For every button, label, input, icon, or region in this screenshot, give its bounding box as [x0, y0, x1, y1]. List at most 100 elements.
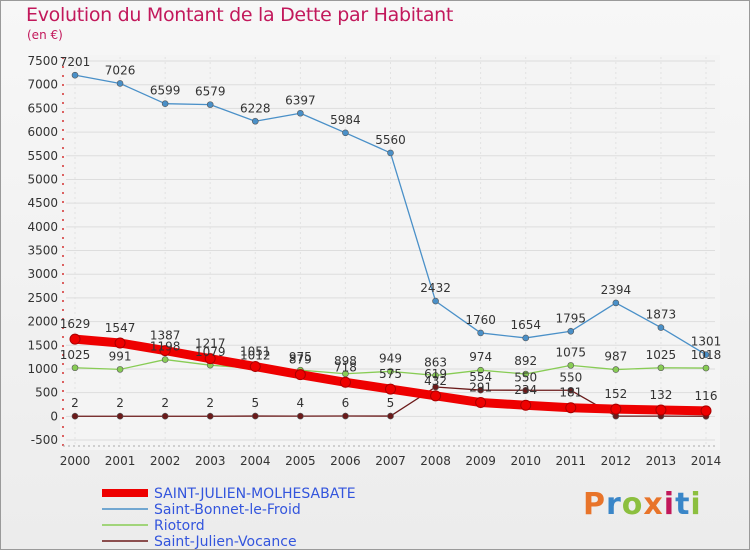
data-label-riotord: 892 — [514, 354, 537, 368]
x-tick-label: 2001 — [105, 454, 136, 468]
logo-letter: o — [621, 487, 644, 522]
data-label-saint-julien-molhesabate: 152 — [604, 387, 627, 401]
data-point-saint-bonnet-le-froid — [251, 117, 259, 125]
data-point-saint-julien-molhesabate — [430, 390, 442, 402]
data-point-saint-julien-molhesabate — [520, 399, 532, 411]
data-point-saint-bonnet-le-froid — [206, 101, 214, 108]
x-tick-label: 2014 — [691, 454, 722, 468]
y-tick-label: 5500 — [27, 149, 58, 163]
x-tick-label: 2002 — [150, 454, 181, 468]
data-point-riotord — [342, 370, 349, 378]
data-point-saint-julien-vocance — [161, 412, 169, 420]
x-tick-label: 2007 — [375, 454, 406, 468]
y-tick-label: 500 — [35, 386, 58, 400]
series-layer — [69, 71, 712, 420]
data-point-riotord — [702, 364, 710, 372]
data-label-riotord: 1198 — [150, 340, 181, 354]
data-point-riotord — [567, 362, 575, 369]
data-label-saint-bonnet-le-froid: 2394 — [601, 283, 632, 297]
data-label-saint-julien-vocance: 2 — [206, 396, 214, 410]
data-point-saint-julien-molhesabate — [475, 397, 487, 409]
data-label-saint-julien-molhesabate: 879 — [289, 353, 312, 367]
data-point-saint-bonnet-le-froid — [342, 129, 349, 137]
data-label-saint-julien-vocance: 5 — [387, 396, 395, 410]
x-tick-label: 2004 — [240, 454, 271, 468]
data-label-saint-bonnet-le-froid: 1873 — [646, 308, 677, 322]
y-tick-label: 4000 — [27, 220, 58, 234]
data-point-saint-bonnet-le-froid — [161, 100, 169, 107]
data-point-saint-julien-molhesabate — [339, 376, 351, 388]
data-label-saint-bonnet-le-froid: 6579 — [195, 85, 226, 99]
data-label-saint-julien-molhesabate: 718 — [334, 360, 357, 374]
data-label-saint-bonnet-le-froid: 7026 — [105, 63, 136, 77]
chart-subtitle: (en €) — [27, 28, 63, 42]
data-label-saint-bonnet-le-froid: 2432 — [420, 281, 451, 295]
legend-label: Saint-Bonnet-le-Froid — [154, 502, 301, 518]
data-point-saint-bonnet-le-froid — [477, 329, 484, 337]
data-label-saint-julien-vocance: 5 — [251, 396, 259, 410]
data-label-riotord: 1018 — [691, 348, 722, 362]
data-point-saint-julien-molhesabate — [69, 333, 81, 345]
data-label-riotord: 974 — [469, 350, 492, 364]
logo-letter: r — [606, 487, 622, 522]
data-point-riotord — [71, 364, 79, 372]
data-point-saint-bonnet-le-froid — [657, 324, 665, 331]
data-point-saint-julien-vocance — [206, 412, 214, 420]
data-point-saint-bonnet-le-froid — [297, 109, 304, 117]
data-point-saint-julien-vocance — [251, 412, 259, 420]
data-point-saint-julien-molhesabate — [385, 383, 396, 395]
x-tick-label: 2000 — [60, 454, 91, 468]
x-tick-label: 2003 — [195, 454, 226, 468]
data-point-riotord — [612, 366, 620, 373]
data-label-riotord: 975 — [289, 350, 312, 364]
data-label-riotord: 1025 — [60, 348, 91, 362]
y-tick-label: 0 — [50, 409, 58, 423]
data-point-riotord — [116, 366, 124, 373]
data-point-saint-julien-vocance — [71, 412, 79, 420]
data-point-riotord — [522, 370, 530, 378]
data-label-saint-julien-vocance: 6 — [342, 396, 350, 410]
data-label-saint-bonnet-le-froid: 6599 — [150, 84, 181, 98]
x-tick-label: 2009 — [465, 454, 496, 468]
data-point-saint-bonnet-le-froid — [432, 297, 439, 305]
data-label-saint-bonnet-le-froid: 1795 — [556, 311, 587, 325]
logo-letter: t — [675, 487, 691, 522]
data-point-saint-julien-vocance — [297, 412, 304, 420]
data-label-saint-bonnet-le-froid: 5560 — [375, 133, 406, 147]
logo-letter: i — [690, 487, 702, 522]
data-point-saint-bonnet-le-froid — [567, 327, 575, 335]
data-point-saint-julien-molhesabate — [114, 337, 126, 349]
data-label-riotord: 1025 — [646, 348, 677, 362]
y-tick-label: 1000 — [27, 362, 58, 376]
x-tick-label: 2012 — [601, 454, 632, 468]
data-point-saint-bonnet-le-froid — [612, 299, 620, 307]
data-label-saint-julien-molhesabate: 234 — [514, 383, 537, 397]
data-label-riotord: 1079 — [195, 345, 226, 359]
y-tick-label: 7000 — [27, 78, 58, 92]
x-tick-label: 2010 — [510, 454, 541, 468]
data-label-saint-julien-vocance: 2 — [116, 396, 124, 410]
y-tick-label: 7500 — [27, 54, 58, 68]
data-point-saint-julien-vocance — [387, 412, 394, 420]
data-point-riotord — [387, 368, 394, 375]
data-label-saint-julien-vocance: 554 — [469, 370, 492, 384]
data-point-saint-julien-molhesabate — [249, 361, 261, 373]
data-label-riotord: 1012 — [240, 348, 271, 362]
logo-letter: P — [583, 487, 606, 522]
logo-letter: i — [663, 487, 676, 522]
data-label-saint-julien-molhesabate: 132 — [649, 388, 672, 402]
x-tick-label: 2005 — [285, 454, 316, 468]
y-tick-label: 2000 — [27, 315, 58, 329]
legend-label: Riotord — [154, 518, 205, 534]
data-label-saint-julien-vocance: 550 — [514, 370, 537, 384]
data-point-saint-julien-molhesabate — [655, 404, 667, 416]
data-label-saint-bonnet-le-froid: 6228 — [240, 101, 271, 115]
data-label-saint-bonnet-le-froid: 1301 — [691, 335, 722, 349]
y-tick-label: 3000 — [27, 267, 58, 281]
logo-letter: x — [643, 487, 664, 522]
data-point-saint-julien-molhesabate — [565, 402, 577, 414]
chart-title: Evolution du Montant de la Dette par Hab… — [26, 4, 454, 26]
y-tick-label: 5000 — [27, 172, 58, 186]
data-label-saint-julien-molhesabate: 1051 — [240, 345, 271, 359]
